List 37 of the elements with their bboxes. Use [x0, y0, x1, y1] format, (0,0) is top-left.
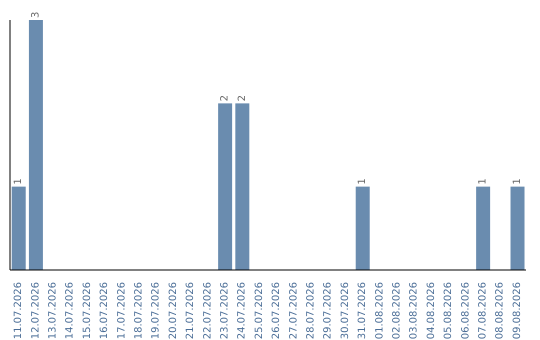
- x-tick-label: 03.08.2026: [408, 282, 420, 340]
- x-tick-label: 07.08.2026: [478, 282, 488, 340]
- x-tick-label: 20.07.2026: [168, 282, 179, 340]
- x-tick-label: 08.08.2026: [494, 282, 506, 340]
- x-tick-label: 15.07.2026: [82, 282, 93, 340]
- x-tick-label: 19.07.2026: [150, 282, 162, 340]
- x-tick-label: 09.08.2026: [512, 282, 523, 340]
- x-tick-label: 28.07.2026: [306, 282, 316, 340]
- data-label: 1: [357, 178, 368, 185]
- x-tick-label: 11.07.2026: [13, 282, 24, 340]
- x-tick-label: 04.08.2026: [426, 282, 437, 340]
- data-label: 2: [220, 94, 231, 102]
- x-tick-label: 02.08.2026: [392, 282, 402, 340]
- x-tick-label: 29.07.2026: [322, 282, 334, 340]
- x-tick-label: 12.07.2026: [30, 282, 42, 340]
- x-tick-label: 31.07.2026: [357, 282, 368, 340]
- x-tick-label: 24.07.2026: [236, 282, 248, 340]
- x-tick-label: 01.08.2026: [374, 282, 386, 340]
- x-tick-label: 17.07.2026: [116, 282, 128, 340]
- x-tick-label: 25.07.2026: [254, 282, 265, 340]
- x-tick-label: 27.07.2026: [288, 282, 300, 340]
- x-tick-label: 26.07.2026: [271, 282, 282, 340]
- x-tick-label: 05.08.2026: [443, 282, 454, 340]
- x-tick-label: 14.07.2026: [64, 282, 76, 340]
- x-tick-label: 06.08.2026: [460, 282, 472, 340]
- x-tick-label: 21.07.2026: [185, 282, 196, 340]
- x-tick-label: 18.07.2026: [134, 282, 144, 340]
- x-tick-label: 30.07.2026: [340, 282, 351, 340]
- data-label: 2: [236, 94, 248, 102]
- x-tick-label: 16.07.2026: [99, 282, 110, 340]
- data-label: 1: [478, 178, 489, 185]
- data-label: 1: [512, 178, 524, 185]
- x-tick-label: 23.07.2026: [220, 282, 230, 340]
- data-label: 3: [30, 12, 42, 18]
- x-tick-label: 13.07.2026: [48, 282, 58, 340]
- x-tick-label: 22.07.2026: [202, 282, 214, 340]
- data-label: 1: [13, 178, 24, 185]
